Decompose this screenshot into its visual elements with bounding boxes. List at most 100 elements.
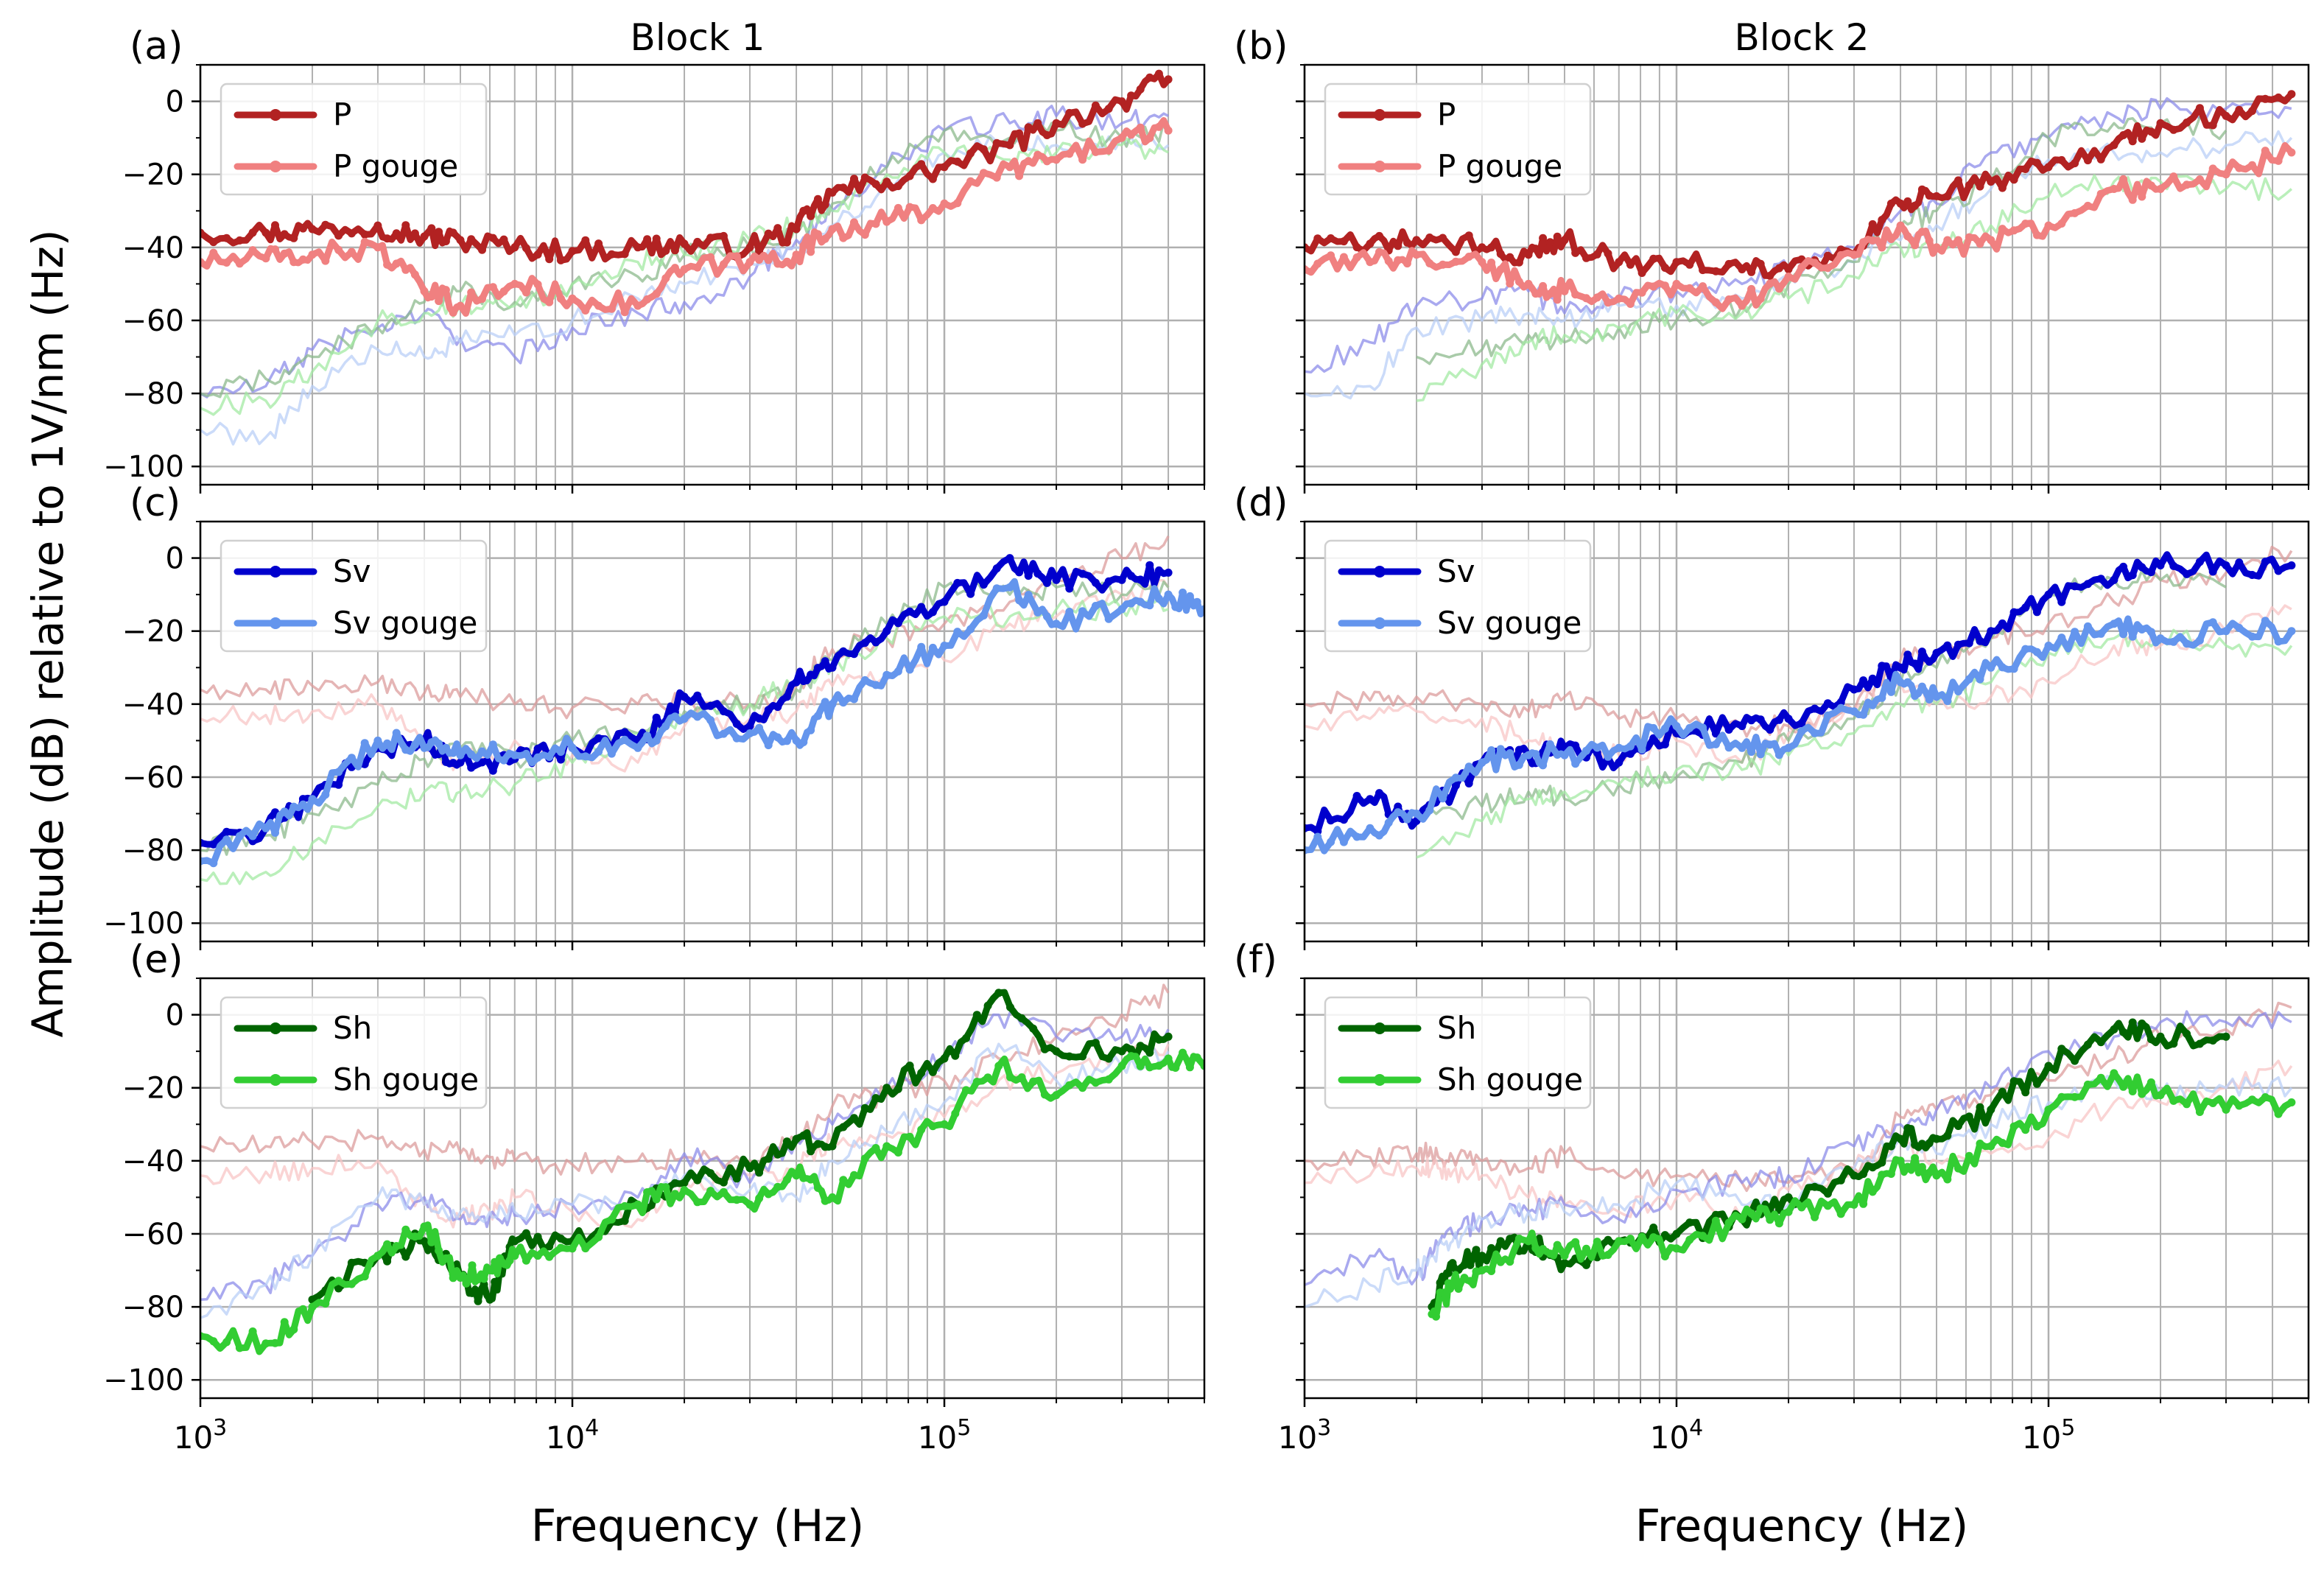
data-point <box>839 647 848 656</box>
panel-label: (a) <box>130 24 183 69</box>
data-point <box>905 1062 914 1070</box>
data-point <box>1925 695 1934 703</box>
data-point <box>979 169 988 178</box>
data-point <box>860 1154 869 1163</box>
data-point <box>1836 698 1845 706</box>
data-point <box>1766 271 1774 280</box>
data-point <box>499 287 508 296</box>
data-point <box>235 1344 244 1352</box>
data-point <box>2183 639 2191 648</box>
series-lines <box>1305 1001 2296 1321</box>
data-point <box>1756 295 1765 303</box>
data-point <box>410 270 419 279</box>
series-sh-gouge <box>1416 628 2293 859</box>
series-sh <box>1428 1018 2230 1311</box>
data-point <box>1339 237 1348 246</box>
y-tick-label: −80 <box>122 1291 184 1324</box>
data-point <box>1685 723 1694 732</box>
data-point <box>1886 687 1895 696</box>
data-point <box>1327 251 1335 260</box>
data-point <box>1394 808 1403 817</box>
data-point <box>706 716 715 725</box>
legend: P P gouge <box>1324 83 1592 196</box>
data-point <box>1033 569 1042 578</box>
data-point <box>755 1168 764 1177</box>
data-point <box>1560 287 1569 295</box>
data-point <box>373 221 382 230</box>
data-point <box>1560 236 1569 245</box>
data-point <box>1531 750 1540 759</box>
data-point <box>392 259 401 268</box>
data-point <box>334 768 343 776</box>
data-point <box>1024 157 1033 166</box>
data-point <box>2195 1039 2204 1048</box>
data-point <box>1998 225 2007 234</box>
data-point <box>680 692 689 701</box>
data-point <box>200 838 205 847</box>
data-point <box>2208 618 2217 627</box>
data-point <box>620 1201 629 1210</box>
data-point <box>1394 242 1403 250</box>
data-point <box>449 308 457 317</box>
legend-label: Sv gouge <box>333 605 477 641</box>
data-point <box>1797 1203 1806 1212</box>
data-point <box>1943 1175 1952 1184</box>
data-point <box>2021 165 2030 173</box>
data-point <box>1506 1257 1514 1266</box>
data-point <box>1811 259 1819 267</box>
data-point <box>1724 295 1733 303</box>
data-point <box>792 1171 801 1180</box>
data-point <box>2138 1089 2146 1098</box>
data-point <box>1987 1142 1995 1151</box>
data-point <box>620 308 629 317</box>
data-point <box>839 183 848 192</box>
data-point <box>510 279 519 288</box>
data-point <box>1738 722 1746 731</box>
data-point <box>456 758 465 767</box>
data-point <box>2208 1099 2217 1107</box>
series-p <box>1305 545 2293 738</box>
data-point <box>2195 104 2204 113</box>
panel-a: 0 −20 −40 −60 −80 −100 (a) P P gouge <box>103 24 1206 494</box>
data-point <box>1878 1158 1886 1167</box>
data-point <box>581 306 590 315</box>
data-point <box>1524 1237 1533 1246</box>
data-point <box>1451 257 1460 266</box>
data-point <box>2021 645 2030 653</box>
data-point <box>1823 264 1832 273</box>
data-point <box>1965 1151 1973 1160</box>
data-point <box>1724 726 1733 734</box>
data-point <box>1987 627 1995 636</box>
data-point <box>1451 248 1460 256</box>
data-point <box>261 254 270 263</box>
data-point <box>1823 1189 1832 1198</box>
series-sv-gouge <box>1305 1074 2293 1308</box>
data-point <box>1965 1112 1973 1121</box>
data-point <box>533 280 542 289</box>
data-point <box>992 173 1001 182</box>
legend-label: Sh <box>333 1010 372 1046</box>
data-point <box>2138 625 2146 634</box>
legend-label: Sv gouge <box>1437 605 1581 641</box>
data-point <box>2057 155 2066 164</box>
data-point <box>1823 251 1832 260</box>
data-point <box>373 243 382 252</box>
data-point <box>2156 1091 2165 1100</box>
data-point <box>1836 1210 1845 1218</box>
data-point <box>1029 1024 1038 1033</box>
data-point <box>905 203 914 211</box>
data-point <box>1756 715 1765 724</box>
data-point <box>1582 253 1590 262</box>
data-point <box>1911 1154 1920 1162</box>
data-point <box>1171 603 1180 611</box>
data-point <box>1091 602 1100 610</box>
data-point <box>1444 1269 1453 1277</box>
data-point <box>661 246 670 255</box>
data-point <box>607 250 616 259</box>
data-point <box>1560 1259 1569 1268</box>
data-point <box>1052 155 1061 164</box>
data-point <box>2222 170 2230 179</box>
panel-b: (b) P P gouge <box>1234 24 2310 494</box>
data-point <box>2287 1098 2296 1106</box>
data-point <box>693 263 702 272</box>
